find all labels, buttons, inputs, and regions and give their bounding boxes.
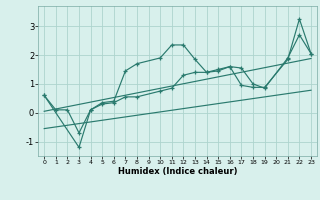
X-axis label: Humidex (Indice chaleur): Humidex (Indice chaleur) [118,167,237,176]
